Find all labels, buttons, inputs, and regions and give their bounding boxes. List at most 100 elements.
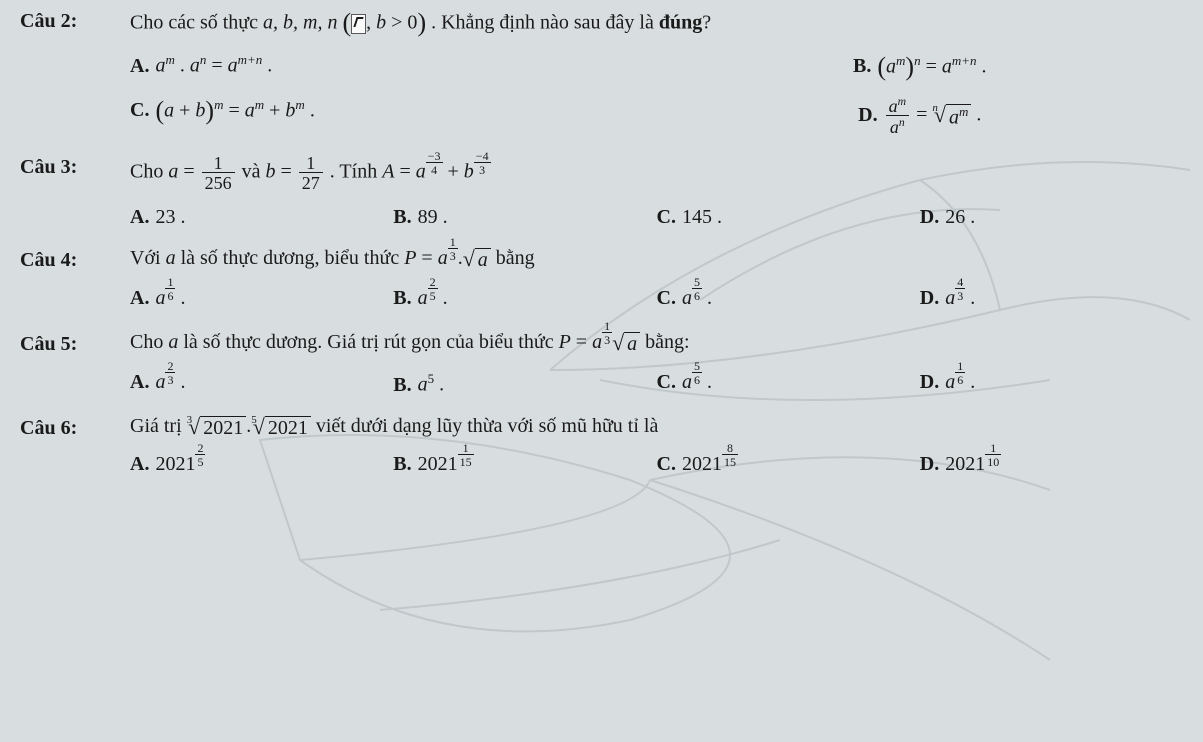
stem-text: viết dưới dạng lũy thừa với số mũ hữu tỉ… [316,415,659,437]
option-expr: aman = n√am . [884,96,982,136]
option-C: C. (a + b)m = am + bm . [130,96,657,136]
option-letter: A. [130,55,149,78]
option-letter: D. [920,453,939,476]
stem-text: . Tính [330,161,382,183]
question-label: Câu 6: [20,415,130,479]
question-body: Với a là số thực dương, biểu thức P = a1… [130,247,1183,313]
option-expr: 2021110 [945,453,1001,479]
stem-var: a [166,247,176,269]
option-letter: D. [858,104,877,127]
option-B: B. (am)n = am+n . [657,52,1184,82]
question-5: Câu 5: Cho a là số thực dương. Giá trị r… [20,331,1183,397]
stem-text: Giá trị [130,415,187,437]
option-expr: a56 . [682,371,712,397]
page-content: Câu 2: Cho các số thực a, b, m, n (, b >… [0,0,1203,505]
cursor-icon [351,14,366,34]
option-letter: B. [853,55,871,78]
option-A: A. am . an = am+n . [130,52,657,82]
option-B: B.a25 . [393,287,656,313]
option-letter: A. [130,453,149,476]
question-body: Cho a là số thực dương. Giá trị rút gọn … [130,331,1183,397]
option-expr: a43 . [945,287,975,313]
paren-close: ) [417,8,426,37]
question-stem: Giá trị 3√2021.5√2021 viết dưới dạng lũy… [130,415,1183,439]
exp-num: 1 [602,320,612,332]
option-expr: a56 . [682,287,712,313]
exp-den: 3 [474,162,491,176]
option-A: A. a23 . [130,371,393,397]
option-D: D. aman = n√am . [657,96,1184,136]
option-D: D. a43 . [920,287,1183,313]
stem-text: Với [130,247,166,269]
option-text: 23 . [155,206,185,229]
option-C: C. 2021815 [657,453,920,479]
option-B: B. a5 . [393,371,656,397]
option-expr: 202125 [155,453,205,479]
stem-text: là số thực dương. Giá trị rút gọn của bi… [183,331,558,353]
frac-den: 27 [299,172,323,192]
option-letter: C. [657,371,676,394]
option-expr: (am)n = am+n . [877,52,986,82]
question-body: Cho a = 1256 và b = 127 . Tính A = a−34 … [130,154,1183,229]
root-arg: 2021 [265,416,311,439]
option-B: B. 89 . [393,206,656,229]
option-letter: A. [130,206,149,229]
option-D: D.26 . [920,206,1183,229]
question-label: Câu 2: [20,8,130,136]
stem-text: bằng [496,247,535,269]
stem-var: a [168,331,178,353]
sqrt-arg: a [475,248,491,271]
question-stem: Cho các số thực a, b, m, n (, b > 0) . K… [130,8,1183,38]
stem-text: Cho [130,331,168,353]
option-expr: a16 . [155,287,185,313]
option-C: C. a56 . [657,287,920,313]
options-row: A.a16 . B.a25 . C. a56 . D. a43 . [130,287,1183,313]
question-label: Câu 5: [20,331,130,397]
option-letter: B. [393,374,411,397]
option-A: A. 23 . [130,206,393,229]
option-letter: B. [393,206,411,229]
stem-text: Cho các số thực [130,11,263,33]
options-row: A. am . an = am+n . B. (am)n = am+n . [130,52,1183,82]
exp-den: 3 [448,248,458,262]
options-row: A. 23 . B. 89 . C.145 . D.26 . [130,206,1183,229]
option-B: B. 2021115 [393,453,656,479]
option-letter: B. [393,453,411,476]
option-letter: C. [657,287,676,310]
question-2: Câu 2: Cho các số thực a, b, m, n (, b >… [20,8,1183,136]
option-expr: a23 . [155,371,185,397]
question-body: Cho các số thực a, b, m, n (, b > 0) . K… [130,8,1183,136]
option-letter: D. [920,371,939,394]
exp-num: 4 [483,149,489,163]
question-stem: Với a là số thực dương, biểu thức P = a1… [130,247,1183,273]
question-label: Câu 4: [20,247,130,313]
question-body: Giá trị 3√2021.5√2021 viết dưới dạng lũy… [130,415,1183,479]
option-expr: 2021815 [682,453,738,479]
option-letter: C. [657,453,676,476]
var-b: b [376,11,386,33]
option-letter: D. [920,287,939,310]
sqrt-arg: a [624,332,640,355]
option-C: C.145 . [657,206,920,229]
question-stem: Cho a là số thực dương. Giá trị rút gọn … [130,331,1183,357]
option-letter: A. [130,371,149,394]
exp-den: 3 [602,332,612,346]
option-text: 26 . [945,206,975,229]
question-6: Câu 6: Giá trị 3√2021.5√2021 viết dưới d… [20,415,1183,479]
stem-text: là số thực dương, biểu thức [181,247,405,269]
stem-text: ? [702,11,711,33]
option-expr: a5 . [418,371,445,397]
option-letter: C. [657,206,676,229]
option-text: 89 . [418,206,448,229]
question-4: Câu 4: Với a là số thực dương, biểu thức… [20,247,1183,313]
options-row: A. a23 . B. a5 . C. a56 . D. a16 . [130,371,1183,397]
option-A: A.a16 . [130,287,393,313]
options-row: C. (a + b)m = am + bm . D. aman = n√am . [130,96,1183,136]
root-arg: 2021 [200,416,246,439]
frac-num: 1 [202,154,235,172]
option-expr: a16 . [945,371,975,397]
question-label: Câu 3: [20,154,130,229]
stem-vars: a, b, m, n [263,11,342,33]
option-expr: 2021115 [418,453,474,479]
paren-open: ( [342,8,351,37]
